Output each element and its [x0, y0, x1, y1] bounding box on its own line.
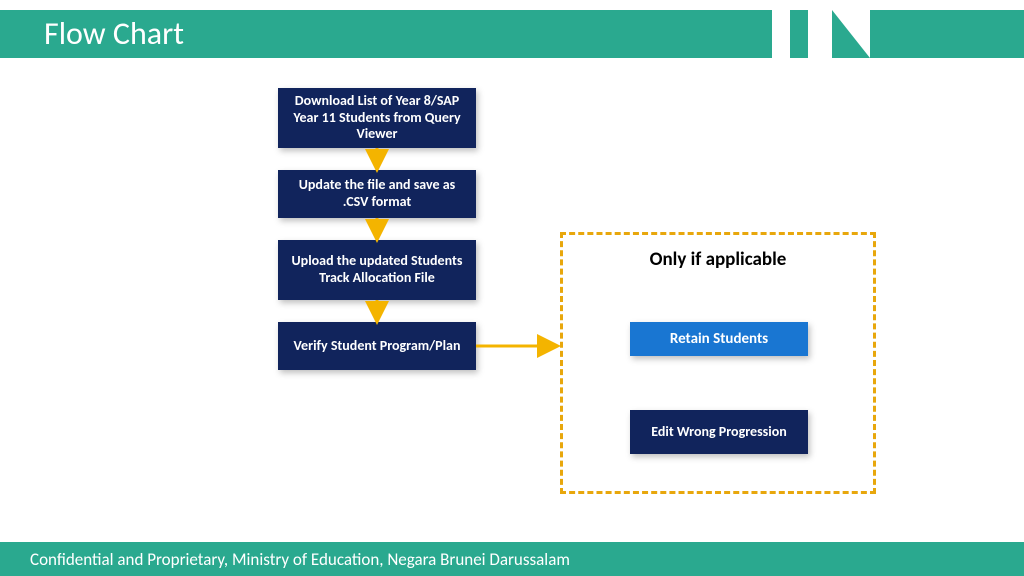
optional-group-title: Only if applicable: [560, 248, 876, 271]
flow-opt-retain: Retain Students: [630, 322, 808, 356]
footer-bar: Confidential and Proprietary, Ministry o…: [0, 542, 1024, 576]
flow-step-label: Retain Students: [662, 326, 776, 352]
header-accent: [772, 10, 790, 58]
header-accent: [808, 10, 832, 58]
footer-text: Confidential and Proprietary, Ministry o…: [0, 549, 570, 570]
flow-step-update: Update the file and save as .CSV format: [278, 170, 476, 218]
flow-step-label: Update the file and save as .CSV format: [278, 173, 476, 215]
flow-step-label: Edit Wrong Progression: [643, 420, 794, 445]
flow-step-upload: Upload the updated Students Track Alloca…: [278, 240, 476, 300]
header-accent: [832, 10, 870, 58]
optional-group: [560, 232, 876, 494]
page-title: Flow Chart: [44, 14, 184, 53]
flow-step-label: Verify Student Program/Plan: [286, 334, 469, 359]
flow-step-verify: Verify Student Program/Plan: [278, 322, 476, 370]
flow-step-label: Upload the updated Students Track Alloca…: [278, 249, 476, 291]
flow-step-label: Download List of Year 8/SAP Year 11 Stud…: [278, 89, 476, 147]
flowchart-canvas: Download List of Year 8/SAP Year 11 Stud…: [0, 80, 1024, 540]
flow-opt-edit: Edit Wrong Progression: [630, 410, 808, 454]
flow-step-download: Download List of Year 8/SAP Year 11 Stud…: [278, 88, 476, 148]
